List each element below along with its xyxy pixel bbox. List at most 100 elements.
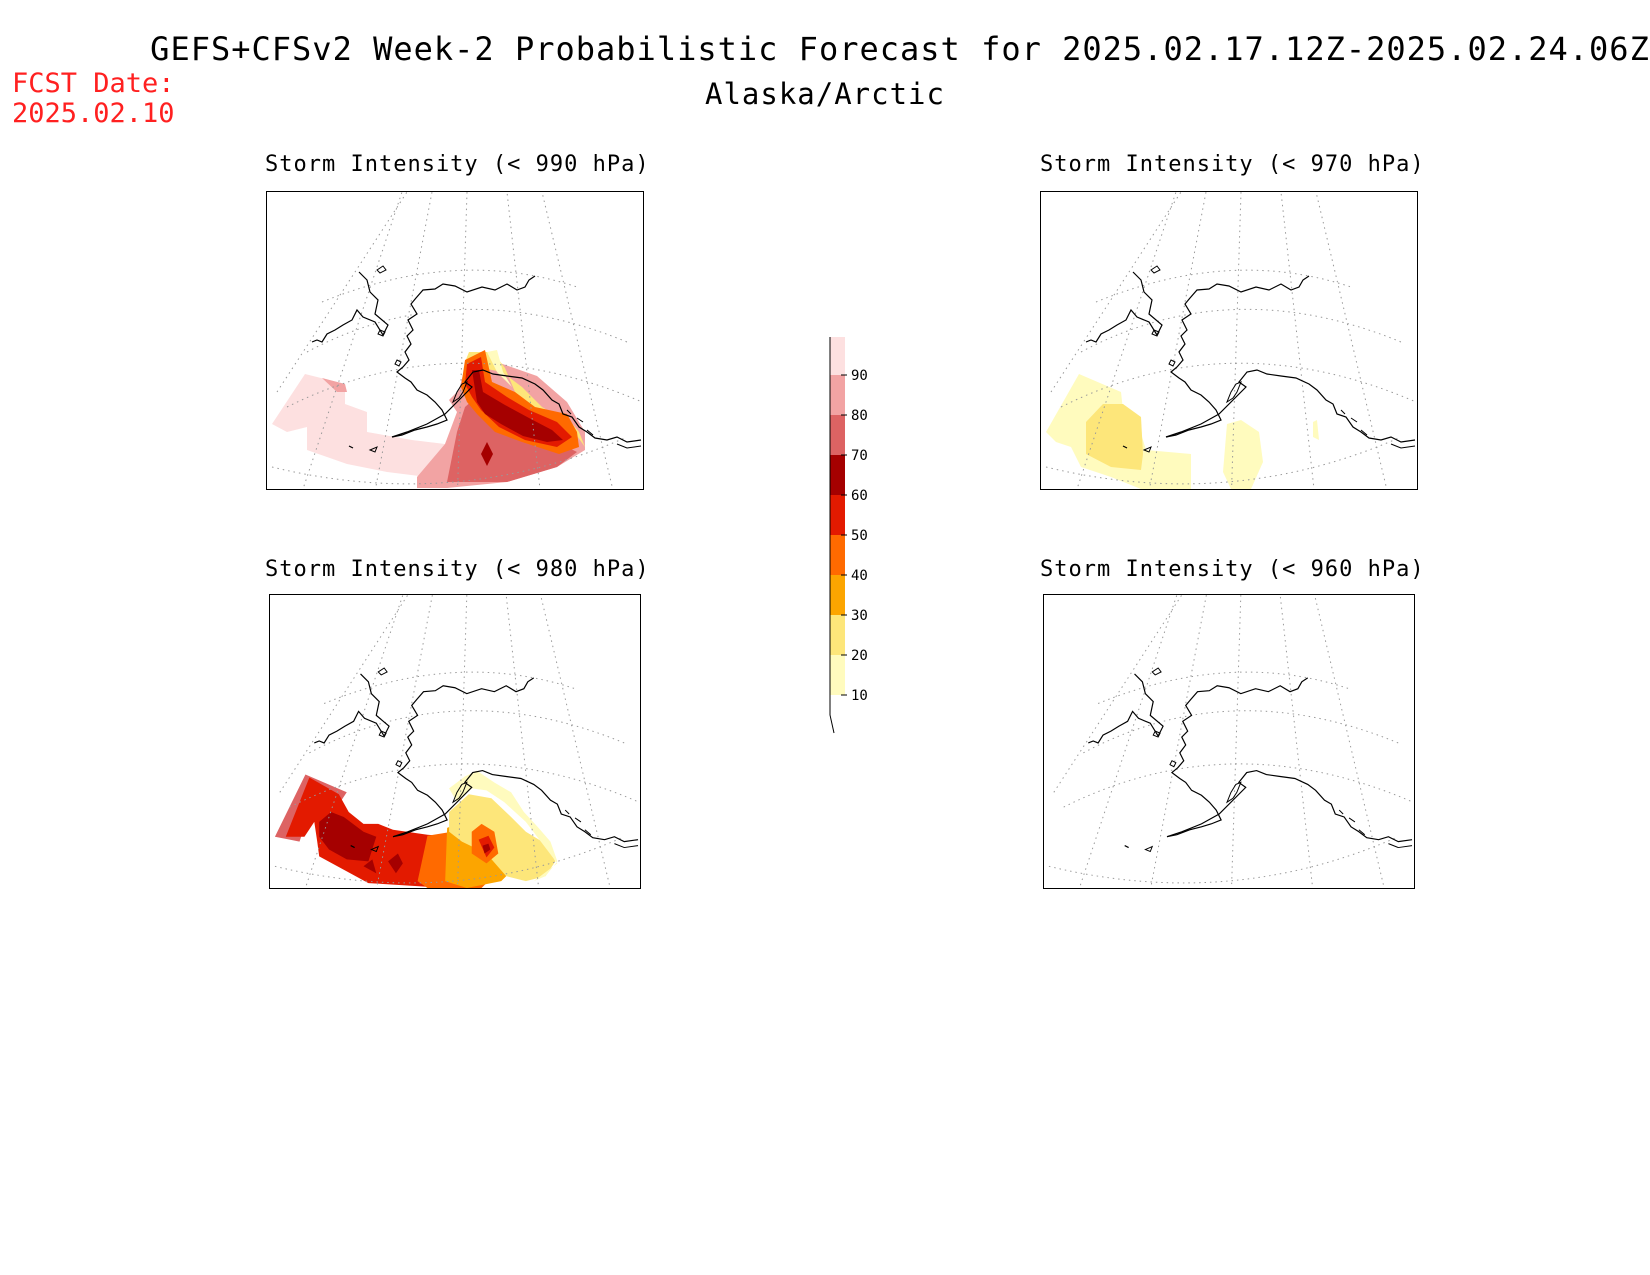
kodiak-island [451,781,468,804]
panel-title-990: Storm Intensity (< 990 hPa) [265,152,650,177]
contour-20-30 [1086,404,1143,470]
graticule-meridian [1315,192,1388,489]
panhandle-islands [564,809,592,836]
graticule-parallel [1045,436,1402,485]
forecast-date-value: 2025.02.10 [12,98,175,129]
island [378,730,387,738]
colorbar-segment-40-50 [830,535,845,575]
kodiak-island [451,381,468,404]
colorbar-bottom-edge [829,695,835,734]
aleutian-island [1142,446,1152,453]
graticule-meridian [1078,595,1178,888]
island [377,329,386,337]
graticule-meridian [302,192,403,489]
island [1169,760,1177,768]
colorbar-tick-label: 40 [851,568,868,584]
aleutian-island [348,445,354,449]
coastline-alaska-south [1166,769,1413,843]
aleutian-island [370,845,380,853]
coastline-panhandle [1388,843,1413,849]
coastline-alaska-west [392,677,535,838]
graticule-parallel [1095,269,1352,303]
panel-title-980: Storm Intensity (< 980 hPa) [265,557,650,582]
colorbar-tick-label: 20 [851,648,868,664]
coastline-alaska-south [392,769,639,843]
colorbar-tick-label: 30 [851,608,868,624]
panhandle-islands [1338,809,1366,836]
kodiak-island [1225,381,1242,404]
graticule-meridian [1076,192,1177,489]
island [1152,730,1161,738]
colorbar-tick-label: 80 [851,408,868,424]
colorbar-segment-70-80 [830,415,845,455]
contour-60-70 [482,843,491,854]
colorbar-segment-10-20 [830,655,845,695]
graticule-meridian [304,595,404,888]
graticule-parallel [1060,362,1417,408]
colorbar-tick-label: 10 [851,688,868,704]
colorbar-tick-label: 90 [851,368,868,384]
contour-50-60 [285,777,453,888]
coastline-panhandle [614,843,639,849]
graticule-parallel [321,269,578,303]
graticule-meridian [279,595,409,793]
graticule-meridian [505,595,540,888]
island [1168,359,1176,367]
aleutian-island [1144,845,1154,853]
contour-10-20 [1313,420,1319,440]
contour-10-20 [487,350,512,387]
graticule-meridian [1279,595,1314,888]
contour-60-70 [319,812,377,862]
panel-title-970: Storm Intensity (< 970 hPa) [1040,152,1425,177]
forecast-date-label: FCST Date: [12,68,175,99]
contour-60-70 [472,370,563,442]
map-base [271,192,643,489]
coastline-alaska-south [391,369,642,443]
kodiak-island [1225,781,1242,804]
contour-20-30 [449,794,556,882]
aleutian-island [1122,445,1128,449]
graticule-parallel [1048,836,1399,884]
map-970 [1045,192,1417,489]
colorbar-tick-label: 50 [851,528,868,544]
panel-title-960: Storm Intensity (< 960 hPa) [1040,557,1425,582]
map-980 [274,595,640,888]
colorbar-tick-label: 70 [851,448,868,464]
island [1151,329,1160,337]
wrangel-island [376,265,387,274]
aleutian-island [1124,845,1129,849]
colorbar-segment-30-40 [830,575,845,615]
graticule-meridian [276,192,408,393]
contour-10-20 [1223,420,1263,489]
contour-60-70 [481,442,493,466]
coastline-chukotka [1085,271,1163,343]
island [394,359,402,367]
contour-50-60 [465,357,572,447]
graticule-meridian [506,192,541,489]
contour-60-70 [388,853,403,874]
map-990 [271,192,643,489]
figure-title: GEFS+CFSv2 Week-2 Probabilistic Forecast… [150,30,1650,68]
map-base [1045,192,1417,489]
graticule-meridian [374,192,433,489]
colorbar-segment-60-70 [830,455,845,495]
coastline-alaska-west [391,275,536,438]
coastline-chukotka [1088,673,1164,744]
graticule-parallel [274,836,625,884]
colorbar-segment-20-30 [830,615,845,655]
panhandle-islands [566,409,594,436]
coastline-alaska-south [1165,369,1416,443]
graticule-meridian [541,192,614,489]
graticule-parallel [286,362,643,408]
colorbar-segment-80-90 [830,375,845,415]
map-panel-980 [269,594,641,889]
map-panel-990 [266,191,644,490]
map-base [274,595,640,888]
graticule-meridian [1050,192,1182,393]
wrangel-island [1150,265,1161,274]
aleutian-island [368,446,378,453]
coastline-chukotka [314,673,390,744]
colorbar-segment-50-60 [830,495,845,535]
map-panel-960 [1043,594,1415,889]
graticule-meridian [1314,595,1385,888]
